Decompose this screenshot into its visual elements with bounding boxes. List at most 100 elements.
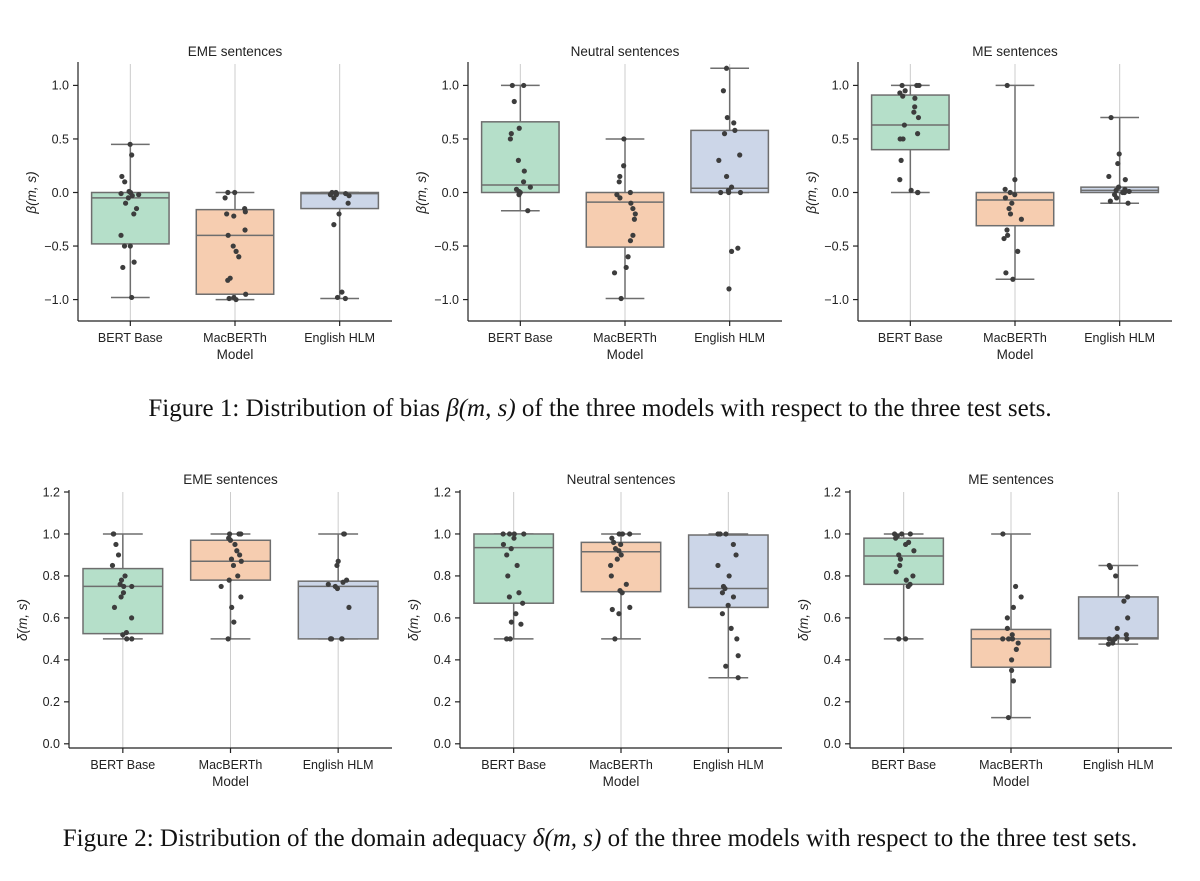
data-point <box>618 541 624 548</box>
y-tick-label: 0.4 <box>43 653 60 667</box>
data-point <box>521 168 527 174</box>
data-point <box>521 531 527 537</box>
box-3 <box>300 191 380 210</box>
x-axis-label: Model <box>217 347 254 362</box>
data-point <box>902 636 909 642</box>
x-tick-label: MacBERTh <box>983 331 1047 345</box>
x-tick-label: BERT Base <box>90 758 155 772</box>
data-point <box>627 189 633 196</box>
data-point <box>617 195 623 201</box>
y-tick-label: 1.2 <box>43 485 60 499</box>
y-tick-label: 1.0 <box>434 527 451 541</box>
figure-2-caption: Figure 2: Distribution of the domain ade… <box>0 825 1200 853</box>
data-point <box>1005 636 1012 642</box>
chart-panel-3: 1.0 0.5 0.0 −0.5 −1.0 BERT Base MacBERTh Englis… <box>804 44 1172 362</box>
data-point <box>236 254 242 260</box>
data-point <box>227 537 234 543</box>
y-tick-label: 0.5 <box>442 132 459 146</box>
data-point <box>617 173 623 180</box>
chart-panel-6: 1.2 1.0 0.8 0.6 0.4 0.2 0.0 BERT Base MacBERTh En… <box>796 472 1172 789</box>
data-point <box>731 120 737 126</box>
data-point <box>328 636 335 642</box>
data-point <box>511 98 517 105</box>
y-tick-label: −0.5 <box>434 239 459 253</box>
y-tick-label: 0.8 <box>824 569 841 583</box>
data-point <box>504 552 510 558</box>
chart-title: ME sentences <box>968 472 1054 487</box>
box-2 <box>975 191 1055 227</box>
data-point <box>1010 276 1016 282</box>
y-axis-label: δ(m, s) <box>406 599 421 641</box>
data-point <box>234 548 240 554</box>
x-axis-label: Model <box>603 774 640 789</box>
data-point <box>122 573 128 579</box>
figure-1-caption: Figure 1: Distribution of bias β(m, s) o… <box>0 395 1200 423</box>
data-point <box>628 200 634 206</box>
data-point <box>1001 235 1007 242</box>
box-3 <box>1077 596 1159 640</box>
data-point <box>122 179 128 185</box>
data-point <box>616 179 622 185</box>
data-point <box>231 619 237 625</box>
data-point <box>618 295 624 302</box>
y-axis-label: β(m, s) <box>804 171 819 214</box>
data-point <box>133 205 140 212</box>
data-point <box>225 636 231 642</box>
data-point <box>136 192 142 198</box>
data-point <box>726 573 732 579</box>
data-point <box>632 211 638 217</box>
box-3 <box>687 534 769 609</box>
chart-panel-1: 1.0 0.5 0.0 −0.5 −1.0 BERT Base MacBERTh Englis… <box>24 44 392 362</box>
data-point <box>129 636 135 642</box>
x-tick-label: MacBERTh <box>593 331 657 345</box>
data-point <box>120 590 127 596</box>
data-point <box>129 294 135 301</box>
data-point <box>623 581 629 587</box>
data-point <box>1126 188 1132 195</box>
y-axis-label: β(m, s) <box>414 171 429 214</box>
data-point <box>1123 632 1129 638</box>
data-point <box>903 541 909 548</box>
y-tick-label: 0.6 <box>43 611 60 625</box>
data-point <box>325 581 331 587</box>
data-point <box>897 562 903 569</box>
data-point <box>614 556 620 562</box>
data-point <box>118 577 125 583</box>
data-point <box>1012 192 1018 198</box>
data-point <box>342 295 348 302</box>
y-tick-label: 1.0 <box>43 527 60 541</box>
chart-panel-5: 1.2 1.0 0.8 0.6 0.4 0.2 0.0 BERT Base MacBERTh En… <box>406 472 782 789</box>
data-point <box>233 296 239 303</box>
data-point <box>231 213 237 219</box>
data-point <box>1113 195 1120 201</box>
data-point <box>1122 177 1128 183</box>
box-1 <box>870 94 950 151</box>
y-tick-label: 1.2 <box>434 485 451 499</box>
data-point <box>910 573 916 579</box>
data-point <box>900 93 906 99</box>
x-tick-label: English HLM <box>1083 758 1154 772</box>
x-tick-label: BERT Base <box>481 758 546 772</box>
data-point <box>218 583 224 590</box>
data-point <box>129 615 135 621</box>
x-tick-label: English HLM <box>303 758 374 772</box>
x-tick-label: BERT Base <box>98 331 163 345</box>
x-tick-label: English HLM <box>693 758 764 772</box>
data-point <box>115 552 122 558</box>
data-point <box>507 636 513 642</box>
data-point <box>893 535 899 541</box>
chart-title: EME sentences <box>188 44 283 59</box>
data-point <box>331 222 337 228</box>
x-tick-label: MacBERTh <box>203 331 267 345</box>
data-point <box>243 291 249 297</box>
chart-panel-2: 1.0 0.5 0.0 −0.5 −1.0 BERT Base MacBERTh Englis… <box>414 44 782 362</box>
y-tick-label: 0.5 <box>52 132 69 146</box>
data-point <box>230 562 237 569</box>
chart-title: EME sentences <box>183 472 278 487</box>
y-tick-label: 0.8 <box>43 569 60 583</box>
chart-title: Neutral sentences <box>567 472 676 487</box>
data-point <box>1015 248 1021 254</box>
data-point <box>334 585 341 592</box>
data-point <box>905 583 911 590</box>
